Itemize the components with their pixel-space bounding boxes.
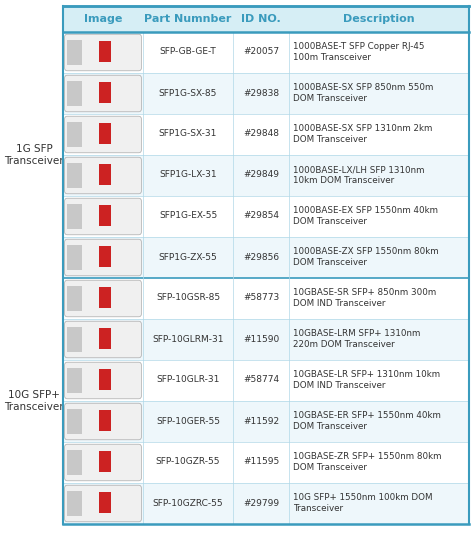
Text: #29799: #29799 <box>243 499 279 507</box>
Bar <box>99 164 111 185</box>
Text: SFP-10GZR-55: SFP-10GZR-55 <box>156 457 220 467</box>
Bar <box>63 319 469 360</box>
Bar <box>63 442 469 483</box>
Bar <box>63 32 469 73</box>
Bar <box>99 82 111 103</box>
FancyBboxPatch shape <box>64 116 141 153</box>
Text: 1G SFP
Transceiver: 1G SFP Transceiver <box>4 144 64 166</box>
Text: SFP1G-ZX-55: SFP1G-ZX-55 <box>159 252 218 261</box>
Bar <box>63 196 469 237</box>
Bar <box>99 41 111 62</box>
Bar <box>67 450 82 475</box>
Text: #29838: #29838 <box>243 89 279 97</box>
Text: 10GBASE-LRM SFP+ 1310nm
220m DOM Transceiver: 10GBASE-LRM SFP+ 1310nm 220m DOM Transce… <box>293 329 420 349</box>
FancyBboxPatch shape <box>64 444 141 481</box>
Bar <box>67 409 82 434</box>
Bar <box>67 286 82 311</box>
Text: 10GBASE-SR SFP+ 850nm 300m
DOM IND Transceiver: 10GBASE-SR SFP+ 850nm 300m DOM IND Trans… <box>293 289 436 307</box>
FancyBboxPatch shape <box>64 362 141 399</box>
Text: #20057: #20057 <box>243 47 279 56</box>
FancyBboxPatch shape <box>64 34 141 71</box>
Bar <box>63 155 469 196</box>
Text: 1000BASE-EX SFP 1550nm 40km
DOM Transceiver: 1000BASE-EX SFP 1550nm 40km DOM Transcei… <box>293 206 438 226</box>
Text: 10G SFP+ 1550nm 100km DOM
Transceiver: 10G SFP+ 1550nm 100km DOM Transceiver <box>293 494 432 512</box>
Text: SFP1G-SX-85: SFP1G-SX-85 <box>159 89 217 97</box>
Bar <box>63 6 469 32</box>
Text: Part Numnber: Part Numnber <box>144 14 232 24</box>
Text: #29849: #29849 <box>243 170 279 179</box>
Text: SFP-10GER-55: SFP-10GER-55 <box>156 417 220 426</box>
Bar <box>99 369 111 390</box>
Text: 1000BASE-T SFP Copper RJ-45
100m Transceiver: 1000BASE-T SFP Copper RJ-45 100m Transce… <box>293 42 425 62</box>
Bar <box>63 278 469 319</box>
Text: #58774: #58774 <box>243 375 279 384</box>
Bar <box>67 245 82 270</box>
FancyBboxPatch shape <box>64 485 141 522</box>
Bar <box>67 163 82 188</box>
Bar <box>99 328 111 349</box>
Bar <box>67 122 82 147</box>
Bar <box>99 451 111 472</box>
Text: SFP1G-EX-55: SFP1G-EX-55 <box>159 212 217 221</box>
Bar <box>67 40 82 65</box>
Text: SFP1G-LX-31: SFP1G-LX-31 <box>159 170 217 179</box>
Text: 10GBASE-LR SFP+ 1310nm 10km
DOM IND Transceiver: 10GBASE-LR SFP+ 1310nm 10km DOM IND Tran… <box>293 370 440 390</box>
Text: 1000BASE-SX SFP 1310nm 2km
DOM Transceiver: 1000BASE-SX SFP 1310nm 2km DOM Transceiv… <box>293 124 432 144</box>
Text: SFP-10GLR-31: SFP-10GLR-31 <box>156 375 219 384</box>
Bar <box>63 483 469 524</box>
Text: 1000BASE-SX SFP 850nm 550m
DOM Transceiver: 1000BASE-SX SFP 850nm 550m DOM Transceiv… <box>293 84 433 102</box>
Text: 1000BASE-LX/LH SFP 1310nm
10km DOM Transceiver: 1000BASE-LX/LH SFP 1310nm 10km DOM Trans… <box>293 165 425 185</box>
Text: #11590: #11590 <box>243 335 279 344</box>
Bar <box>67 368 82 393</box>
Bar <box>63 237 469 278</box>
Text: Image: Image <box>84 14 122 24</box>
Text: SFP-GB-GE-T: SFP-GB-GE-T <box>160 47 216 56</box>
Bar <box>67 81 82 106</box>
Text: Description: Description <box>343 14 415 24</box>
Text: #11592: #11592 <box>243 417 279 426</box>
Text: SFP1G-SX-31: SFP1G-SX-31 <box>159 129 217 139</box>
Bar <box>99 492 111 513</box>
Text: ID NO.: ID NO. <box>241 14 281 24</box>
Text: 10G SFP+
Transceiver: 10G SFP+ Transceiver <box>4 390 64 412</box>
FancyBboxPatch shape <box>64 157 141 194</box>
Bar <box>67 327 82 352</box>
FancyBboxPatch shape <box>64 403 141 440</box>
Bar <box>99 123 111 144</box>
Text: SFP-10GLRM-31: SFP-10GLRM-31 <box>152 335 224 344</box>
Bar <box>67 204 82 229</box>
Text: #29854: #29854 <box>243 212 279 221</box>
Text: #29848: #29848 <box>243 129 279 139</box>
Bar <box>99 246 111 267</box>
Text: #29856: #29856 <box>243 252 279 261</box>
Text: SFP-10GSR-85: SFP-10GSR-85 <box>156 294 220 302</box>
Bar <box>99 287 111 308</box>
Bar <box>99 410 111 431</box>
Text: 10GBASE-ER SFP+ 1550nm 40km
DOM Transceiver: 10GBASE-ER SFP+ 1550nm 40km DOM Transcei… <box>293 411 441 431</box>
Bar <box>63 114 469 155</box>
Bar <box>67 491 82 516</box>
FancyBboxPatch shape <box>64 239 141 276</box>
FancyBboxPatch shape <box>64 198 141 235</box>
Text: SFP-10GZRC-55: SFP-10GZRC-55 <box>153 499 223 507</box>
FancyBboxPatch shape <box>64 280 141 317</box>
Bar <box>99 205 111 226</box>
Bar <box>63 401 469 442</box>
Text: #58773: #58773 <box>243 294 279 302</box>
FancyBboxPatch shape <box>64 75 141 112</box>
Bar <box>63 360 469 401</box>
Text: 10GBASE-ZR SFP+ 1550nm 80km
DOM Transceiver: 10GBASE-ZR SFP+ 1550nm 80km DOM Transcei… <box>293 452 441 472</box>
Bar <box>63 73 469 114</box>
FancyBboxPatch shape <box>64 321 141 358</box>
Text: #11595: #11595 <box>243 457 279 467</box>
Text: 1000BASE-ZX SFP 1550nm 80km
DOM Transceiver: 1000BASE-ZX SFP 1550nm 80km DOM Transcei… <box>293 247 438 267</box>
